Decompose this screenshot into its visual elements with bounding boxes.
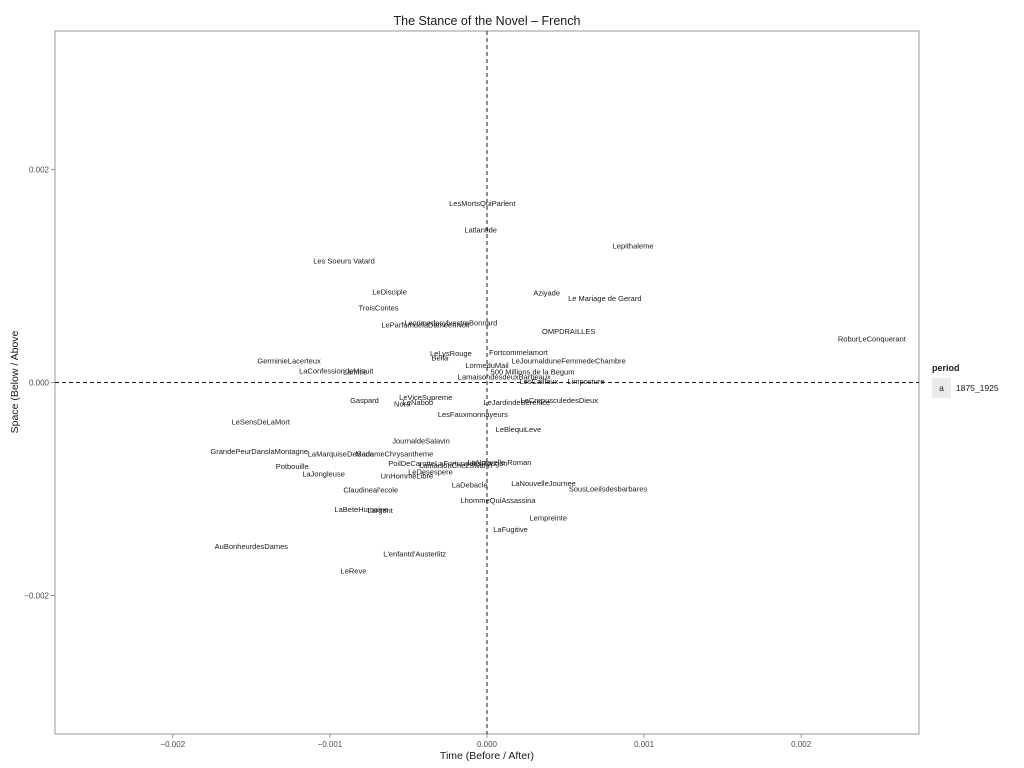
point-label: RoburLeConquerant <box>838 334 907 343</box>
x-tick-label: 0.000 <box>477 740 498 749</box>
point-label: LeJournalduneFemmedeChambre <box>512 357 626 366</box>
x-axis-title: Time (Before / After) <box>440 750 534 762</box>
point-label: LeParfumdelaDameenNoir <box>381 320 470 329</box>
chart-title: The Stance of the Novel – French <box>394 14 581 28</box>
point-label: LaNouvelle Roman <box>468 458 532 467</box>
point-label: Limposture <box>567 377 604 386</box>
point-label: LesMortsQuiParlent <box>449 199 516 208</box>
legend-key-glyph: a <box>939 383 944 393</box>
point-label: LamaisonChezSwann <box>419 461 492 470</box>
point-label: PoilDeCarotte <box>388 459 435 468</box>
point-label: LecrimedesylvestreBonnard <box>404 318 497 327</box>
point-label: Gaspard <box>350 396 379 405</box>
point-label: LesCaillaux <box>519 377 558 386</box>
point-label: LeBlequiLeve <box>496 425 541 434</box>
y-tick-label: −0.002 <box>24 592 49 601</box>
point-label: LeViceSupreme <box>399 393 452 402</box>
point-label: TroisContes <box>359 303 399 312</box>
point-labels: LesMortsQuiParlent Latlantide Lepithaleme L… <box>210 199 906 575</box>
point-label: Bella <box>432 354 450 363</box>
x-tick-label: −0.002 <box>160 740 185 749</box>
reference-lines <box>55 31 919 734</box>
y-tick-label: 0.002 <box>29 165 50 174</box>
point-label: GrandePeurDanslaMontagne <box>210 447 308 456</box>
point-label: Fortcommelamort <box>489 348 549 357</box>
point-label: Le Mariage de Gerard <box>568 294 641 303</box>
point-label: SousLoeilsdesbarbares <box>569 485 648 494</box>
point-label: LamaisondesdeuxBarbeaux <box>458 373 551 382</box>
point-label: L'enfantd'Austerlitz <box>383 549 446 558</box>
point-label: LaMarquiseDeSade <box>308 449 374 458</box>
point-label: Potbouille <box>276 462 309 471</box>
point-label: Claudineal'ecole <box>343 486 398 495</box>
point-label: LeNabob <box>403 398 433 407</box>
point-label: Latlantide <box>464 226 497 235</box>
point-label: LhommeQuiAssassina <box>460 496 536 505</box>
point-label: AuBonheurdesDames <box>215 542 289 551</box>
point-label: LaFugitive <box>493 525 528 534</box>
point-label: LeSensDeLaMort <box>232 417 291 426</box>
point-label: LormeduMail <box>465 361 509 370</box>
legend-key <box>932 378 951 398</box>
point-label: LeCrepusculedesDieux <box>520 396 598 405</box>
point-label: LaDebacle <box>452 480 488 489</box>
point-label: LesFauxmonnayeurs <box>438 410 508 419</box>
point-label: MadameChrysantheme <box>355 449 433 458</box>
point-label: GerminieLacerteux <box>257 357 321 366</box>
point-label: 500 Millions de la Begum <box>491 367 575 376</box>
point-label: JournaldeSalavin <box>392 437 450 446</box>
point-label: LaConfessiondeMinuit <box>299 366 374 375</box>
point-label: LeDisciple <box>372 287 407 296</box>
legend-title: period <box>932 363 960 373</box>
point-label: LaJongleuse <box>302 470 345 479</box>
legend-entry-label: 1875_1925 <box>956 383 999 393</box>
point-label: LaBeteHumaine <box>334 505 388 514</box>
y-axis-title: Space (Below / Above <box>9 330 21 433</box>
point-label: UnHommeLibre <box>381 472 434 481</box>
point-label: LeDesespere <box>408 467 453 476</box>
point-label: Nora <box>394 399 411 408</box>
point-label: OMPDRAILLES <box>542 327 595 336</box>
x-tick-label: −0.001 <box>318 740 343 749</box>
point-label: LaFortunedesRougon <box>435 459 508 468</box>
point-label: Largent <box>367 506 393 515</box>
y-axis: 0.002 0.000 −0.002 <box>24 165 55 601</box>
point-label: LeJardindeBerenice <box>483 398 550 407</box>
y-tick-label: 0.000 <box>29 379 50 388</box>
point-label: Aziyade <box>533 289 560 298</box>
point-label: Lamitie <box>343 367 367 376</box>
point-label: Lempreinte <box>529 513 567 522</box>
point-label: Lepithaleme <box>613 242 654 251</box>
point-label: LeLysRouge <box>430 349 472 358</box>
point-label: LaNouvelleJournee <box>511 479 576 488</box>
legend: period a 1875_1925 <box>932 363 999 398</box>
point-label: Les Soeurs Vatard <box>313 257 375 266</box>
x-axis: −0.002 −0.001 0.000 0.001 0.002 <box>160 734 812 749</box>
x-tick-label: 0.001 <box>634 740 655 749</box>
x-tick-label: 0.002 <box>791 740 812 749</box>
point-label: LeReve <box>341 567 367 576</box>
